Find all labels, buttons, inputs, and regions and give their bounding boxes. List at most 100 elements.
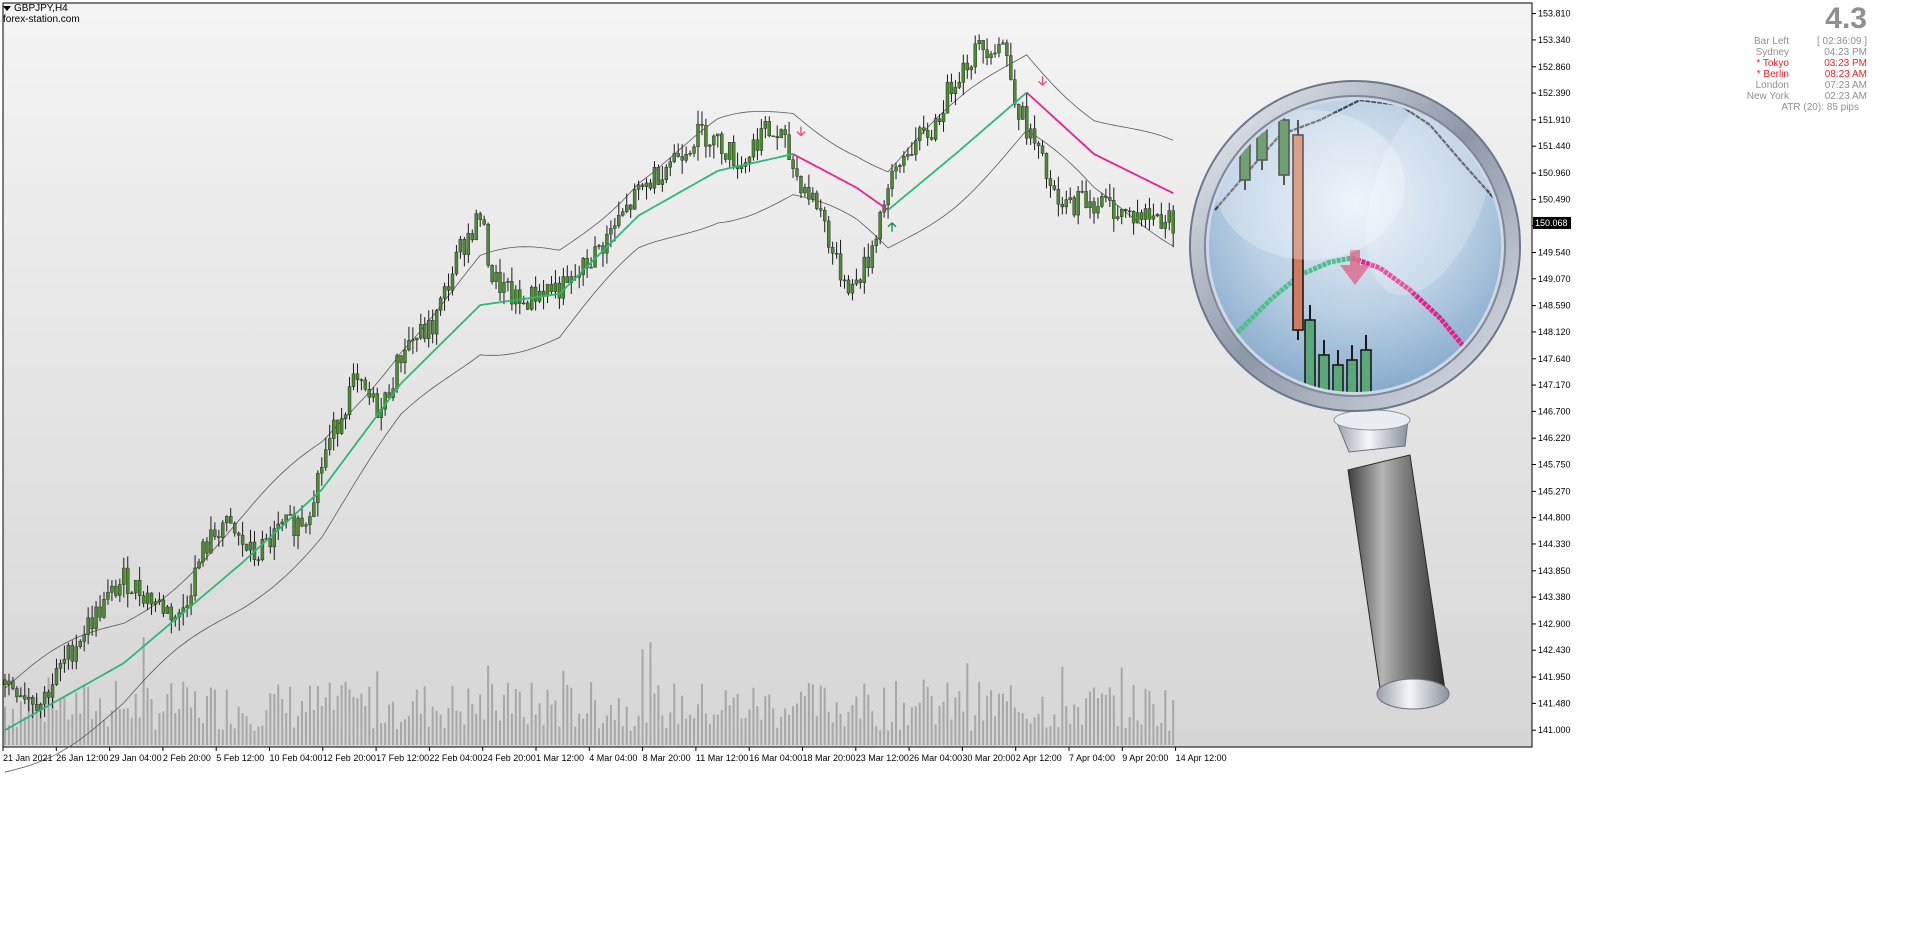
candle-body [1076, 191, 1080, 216]
y-tick-label: 147.640 [1538, 354, 1571, 364]
candle-body [1147, 208, 1152, 220]
ma-segment [1129, 170, 1134, 175]
candle-body [621, 211, 625, 216]
volume-bar [332, 710, 335, 745]
volume-bar [368, 686, 371, 745]
candle-body [929, 137, 934, 140]
volume-bar [233, 728, 236, 745]
info-row-label: Bar Left [1753, 36, 1789, 47]
ma-segment [206, 588, 212, 594]
ma-segment [273, 529, 279, 534]
candle-body [1017, 104, 1021, 120]
info-row: Bar Left [ 02:36:09 ] [1627, 36, 1867, 47]
ma-segment [123, 659, 129, 664]
ma-segment [210, 585, 216, 590]
candle-body [122, 567, 126, 585]
candle-body [526, 302, 530, 310]
volume-bar [570, 687, 573, 745]
chevron-down-icon[interactable] [3, 6, 11, 11]
ma-segment [1117, 164, 1123, 169]
ma-segment [871, 198, 877, 203]
volume-bar [546, 689, 549, 745]
ma-segment [158, 628, 164, 634]
ma-segment [174, 615, 180, 621]
ma-segment [547, 294, 552, 297]
candle-body [815, 192, 819, 209]
ma-segment [150, 635, 157, 641]
symbol-label[interactable]: GBPJPY,H4 [14, 3, 68, 14]
volume-bar [352, 696, 355, 745]
y-tick-label: 143.850 [1538, 566, 1571, 576]
volume-bar [471, 704, 474, 745]
candle-body [609, 228, 613, 235]
volume-bar [803, 695, 806, 745]
ma-segment [705, 174, 711, 179]
candle-body [442, 286, 447, 299]
volume-bar [217, 729, 220, 745]
candle-body [985, 49, 989, 58]
candle-body [1100, 196, 1104, 207]
candle-body [751, 139, 756, 158]
candle-body [490, 265, 494, 282]
volume-bar [190, 707, 193, 745]
ma-segment [131, 652, 137, 658]
volume-bar [693, 718, 696, 745]
volume-bar [887, 730, 890, 745]
candle-body [850, 283, 855, 294]
x-tick-label: 11 Mar 12:00 [696, 753, 748, 763]
magnified-candle-body [1292, 134, 1304, 331]
volume-bar [118, 709, 121, 745]
volume-bar [304, 712, 307, 745]
ma-segment [586, 261, 592, 268]
volume-bar [261, 725, 264, 745]
ma-segment [808, 161, 814, 166]
candle-body [133, 580, 138, 594]
x-tick-label: 1 Mar 12:00 [536, 753, 584, 763]
candle-body [23, 695, 27, 700]
volume-bar [1049, 726, 1052, 745]
volume-bar [914, 706, 917, 745]
magnifier-handle-cap [1376, 678, 1450, 710]
ma-segment [630, 218, 636, 225]
volume-bar [1069, 723, 1072, 745]
ma-segment [1049, 113, 1056, 119]
ma-segment [982, 126, 988, 131]
candle-body [625, 204, 629, 213]
x-tick-label: 30 Mar 20:00 [962, 753, 1015, 763]
ma-segment [923, 176, 929, 182]
candle-body [965, 62, 969, 71]
ma-segment [986, 122, 992, 128]
volume-bar [677, 723, 680, 745]
ma-segment [729, 166, 734, 170]
volume-bar [1124, 728, 1127, 745]
volume-bar [594, 700, 597, 745]
ma-segment [558, 289, 564, 295]
ma-segment [931, 169, 937, 175]
ma-segment [974, 132, 980, 138]
volume-bar [241, 713, 244, 745]
candle-body [890, 170, 894, 189]
candle-body [1068, 197, 1072, 200]
candle-body [312, 502, 316, 517]
volume-bar [772, 708, 775, 745]
volume-bar [558, 726, 561, 745]
volume-bar [554, 700, 557, 745]
ma-segment [257, 543, 264, 549]
candle-body [1171, 210, 1175, 234]
candle-body [494, 271, 498, 282]
volume-bar [23, 716, 26, 745]
volume-bar [245, 716, 248, 745]
volume-bar [657, 685, 660, 745]
candle-body [359, 379, 364, 381]
volume-bar [348, 689, 351, 745]
ma-segment [673, 192, 679, 197]
ma-segment [1145, 178, 1150, 183]
ma-segment [602, 246, 608, 252]
candle-body [244, 544, 249, 551]
candle-body [1155, 214, 1160, 217]
volume-bar [1077, 706, 1080, 745]
volume-bar [590, 682, 593, 745]
candle-body [42, 691, 47, 705]
volume-bar [427, 726, 430, 745]
